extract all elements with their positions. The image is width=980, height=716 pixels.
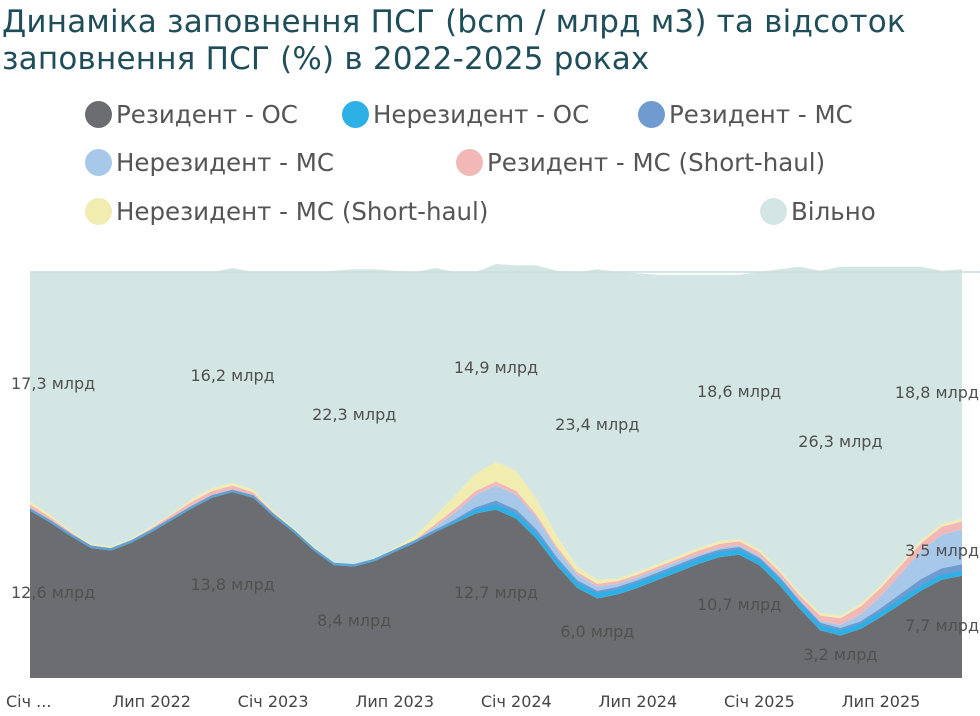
- legend-dot-nonresident-ms: [85, 149, 112, 176]
- legend-label-nonresident-os: Нерезидент - ОС: [373, 100, 590, 129]
- plot-area: [29, 264, 980, 678]
- x-tick-label-6: Січ 2025: [724, 692, 795, 711]
- legend-item-nonresident-ms-short-haul[interactable]: Нерезидент - МС (Short-haul): [85, 197, 488, 226]
- x-tick-label-7: Лип 2025: [842, 692, 921, 711]
- legend-item-resident-os[interactable]: Резидент - ОС: [85, 100, 298, 129]
- x-tick-label-4: Січ 2024: [481, 692, 552, 711]
- x-tick-label-1: Лип 2022: [112, 692, 191, 711]
- legend-label-resident-ms-short-haul: Резидент - МС (Short-haul): [487, 148, 826, 177]
- legend-item-resident-ms[interactable]: Резидент - МС: [638, 100, 853, 129]
- x-tick-label-0: Січ ...: [6, 692, 51, 711]
- free-capacity-label-7: 18,8 млрд: [895, 383, 979, 402]
- x-axis: Січ ... Лип 2022 Січ 2023 Лип 2023 Січ 2024 Л…: [6, 692, 920, 711]
- series-area-3: [30, 485, 962, 629]
- chart-title: Динаміка заповнення ПСГ (bcm / млрд м3) …: [2, 4, 906, 77]
- stored-volume-label-8: 3,5 млрд: [905, 541, 979, 560]
- x-tick-label-5: Лип 2024: [598, 692, 677, 711]
- legend-dot-resident-os: [85, 101, 112, 128]
- stored-volume-label-7: 7,7 млрд: [905, 616, 979, 635]
- annotations: 17,3 млрд 16,2 млрд 22,3 млрд 14,9 млрд 23,4…: [11, 358, 979, 664]
- legend-dot-resident-ms: [638, 101, 665, 128]
- legend-label-nonresident-ms-short-haul: Нерезидент - МС (Short-haul): [116, 197, 489, 226]
- free-capacity-label-2: 22,3 млрд: [312, 405, 396, 424]
- legend-label-resident-ms: Резидент - МС: [669, 100, 853, 129]
- x-tick-label-3: Лип 2023: [355, 692, 434, 711]
- legend-label-resident-os: Резидент - ОС: [116, 100, 298, 129]
- stored-volume-label-6: 3,2 млрд: [803, 645, 877, 664]
- free-capacity-label-5: 18,6 млрд: [697, 382, 781, 401]
- free-capacity-label-6: 26,3 млрд: [798, 432, 882, 451]
- stored-volume-label-0: 12,6 млрд: [11, 583, 95, 602]
- series-area-0: [30, 492, 962, 678]
- free-capacity-label-3: 14,9 млрд: [454, 358, 538, 377]
- free-capacity-label-0: 17,3 млрд: [11, 374, 95, 393]
- chart-legend: Резидент - ОС Нерезидент - ОС Резидент -…: [80, 95, 980, 245]
- legend-label-nonresident-ms: Нерезидент - МС: [116, 148, 335, 177]
- stored-volume-label-1: 13,8 млрд: [190, 575, 274, 594]
- series-area-6: [30, 264, 962, 616]
- legend-item-free[interactable]: Вільно: [760, 197, 876, 226]
- free-capacity-label-4: 23,4 млрд: [555, 415, 639, 434]
- free-capacity-label-1: 16,2 млрд: [190, 366, 274, 385]
- legend-dot-resident-ms-short-haul: [456, 149, 483, 176]
- legend-dot-nonresident-ms-short-haul: [85, 198, 112, 225]
- legend-dot-free: [760, 198, 787, 225]
- legend-label-free: Вільно: [791, 197, 876, 226]
- stored-volume-label-4: 6,0 млрд: [560, 622, 634, 641]
- stored-volume-label-3: 12,7 млрд: [454, 583, 538, 602]
- stored-volume-label-5: 10,7 млрд: [697, 595, 781, 614]
- legend-item-nonresident-ms[interactable]: Нерезидент - МС: [85, 148, 334, 177]
- resident-ms-line: [29, 490, 963, 630]
- stored-volume-label-2: 8,4 млрд: [317, 611, 391, 630]
- x-tick-label-2: Січ 2023: [238, 692, 309, 711]
- legend-item-resident-ms-short-haul[interactable]: Резидент - МС (Short-haul): [456, 148, 825, 177]
- legend-dot-nonresident-os: [342, 101, 369, 128]
- legend-item-nonresident-os[interactable]: Нерезидент - ОС: [342, 100, 589, 129]
- series-area-5: [30, 461, 962, 619]
